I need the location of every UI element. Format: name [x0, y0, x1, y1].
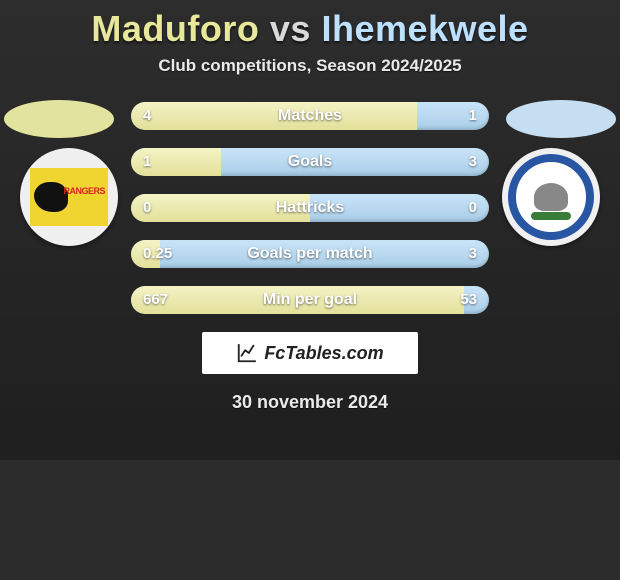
stat-bars: 4Matches11Goals30Hattricks00.25Goals per… [131, 102, 489, 314]
stat-label: Matches [131, 102, 489, 130]
player2-head-oval [506, 100, 616, 138]
stat-value-right: 3 [469, 240, 477, 268]
stat-label: Goals per match [131, 240, 489, 268]
stat-value-right: 1 [469, 102, 477, 130]
stat-label: Goals [131, 148, 489, 176]
player2-crest [502, 148, 600, 246]
stat-label: Min per goal [131, 286, 489, 314]
stat-bar: 0.25Goals per match3 [131, 240, 489, 268]
enyimba-badge [508, 154, 594, 240]
fctables-text: FcTables.com [264, 343, 383, 364]
player2-name: Ihemekwele [321, 8, 528, 49]
player1-crest: RANGERS [20, 148, 118, 246]
stats-section: RANGERS 4Matches11Goals30Hattricks00.25G… [0, 102, 620, 314]
stat-value-right: 53 [460, 286, 477, 314]
subtitle: Club competitions, Season 2024/2025 [0, 56, 620, 76]
elephant-icon [534, 183, 568, 211]
stat-value-right: 3 [469, 148, 477, 176]
date-text: 30 november 2024 [0, 392, 620, 413]
stat-bar: 4Matches1 [131, 102, 489, 130]
rangers-text: RANGERS [63, 186, 105, 196]
page-title: Maduforo vs Ihemekwele [0, 8, 620, 50]
comparison-card: Maduforo vs Ihemekwele Club competitions… [0, 0, 620, 460]
player1-name: Maduforo [91, 8, 259, 49]
stat-value-right: 0 [469, 194, 477, 222]
fctables-branding[interactable]: FcTables.com [202, 332, 418, 374]
stat-bar: 1Goals3 [131, 148, 489, 176]
player1-head-oval [4, 100, 114, 138]
chart-icon [236, 342, 258, 364]
stat-label: Hattricks [131, 194, 489, 222]
ground-icon [531, 212, 571, 220]
vs-text: vs [270, 8, 311, 49]
stat-bar: 0Hattricks0 [131, 194, 489, 222]
stat-bar: 667Min per goal53 [131, 286, 489, 314]
rangers-badge: RANGERS [30, 168, 108, 226]
